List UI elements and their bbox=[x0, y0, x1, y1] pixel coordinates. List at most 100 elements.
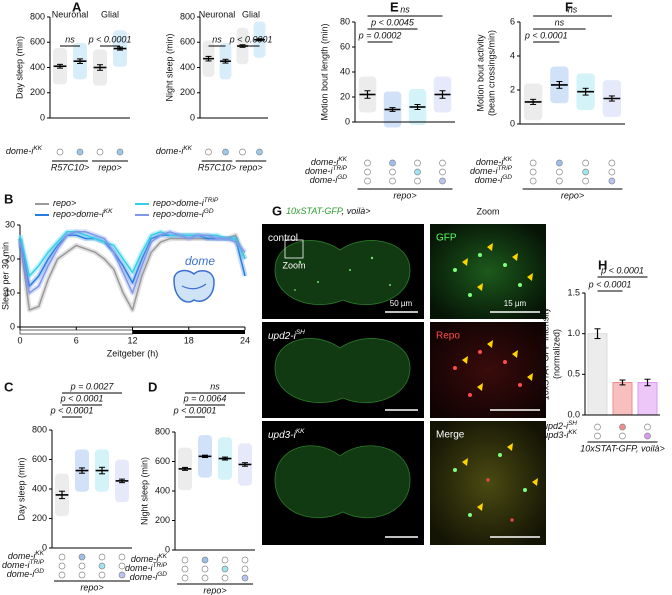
row-label: upd3-iKK bbox=[268, 428, 305, 440]
genotype-marker bbox=[98, 562, 106, 570]
genotype-marker bbox=[56, 148, 64, 156]
genotype-label-main: dome-i bbox=[8, 551, 37, 561]
genotype-label: dome-iTRiP bbox=[2, 559, 45, 570]
group-header: Glial bbox=[101, 9, 119, 19]
y-tick-label: 20 bbox=[5, 253, 15, 263]
genotype-marker bbox=[594, 432, 601, 440]
legend-label-main: repo> bbox=[53, 198, 76, 208]
bar bbox=[637, 381, 658, 416]
comparison-label: p < 0.0001 bbox=[588, 279, 632, 289]
genotype-label-sup: TRiP bbox=[30, 559, 45, 566]
genotype-label: dome-iKK bbox=[476, 156, 513, 167]
genotype-label: dome-iKK bbox=[131, 553, 168, 564]
genotype-marker bbox=[181, 565, 189, 573]
genotype-marker bbox=[201, 556, 209, 564]
y-tick-label: 0 bbox=[190, 112, 195, 122]
row-label: control bbox=[268, 233, 298, 244]
comparison-label: ns bbox=[210, 381, 220, 391]
panel-letter: G bbox=[272, 203, 282, 218]
genotype-marker bbox=[221, 556, 229, 564]
genotype-label-sup: KK bbox=[158, 553, 167, 560]
y-tick-label: 0 bbox=[165, 544, 170, 554]
genotype-marker bbox=[98, 553, 106, 561]
comparison-label: p = 0.0002 bbox=[358, 30, 402, 40]
group-label: repo> bbox=[239, 162, 262, 172]
channel-label: Repo bbox=[436, 331, 460, 342]
genotype-label-main: dome-i bbox=[125, 563, 154, 573]
genotype-marker bbox=[118, 571, 126, 579]
genotype-label-main: upd2-i bbox=[543, 421, 569, 431]
y-tick-label: 10 bbox=[5, 287, 15, 297]
genotype-marker bbox=[58, 553, 66, 561]
group-label: R57C10> bbox=[51, 162, 89, 172]
genotype-label-sup: GD bbox=[502, 174, 512, 181]
genotype-marker bbox=[414, 177, 421, 185]
genotype-label: upd3-iKK bbox=[543, 429, 577, 440]
genotype-label-sup: KK bbox=[338, 156, 347, 163]
legend-label-sup: KK bbox=[104, 208, 113, 215]
comparison-label: ns bbox=[568, 4, 578, 14]
legend-label-main: repo>dome-i bbox=[153, 209, 205, 219]
y-tick-label: 0 bbox=[510, 118, 515, 128]
legend-label: repo>dome-iTRiP bbox=[153, 197, 219, 208]
genotype-marker bbox=[582, 159, 589, 167]
genotype-label: dome-iGD bbox=[7, 568, 45, 579]
genotype-label: dome-iKK bbox=[156, 145, 193, 156]
genotype-marker bbox=[608, 159, 616, 167]
genotype-marker bbox=[201, 565, 209, 573]
genotype-label-main: dome-i bbox=[311, 157, 340, 167]
genotype-label: dome-iKK bbox=[311, 156, 348, 167]
y-tick-label: 600 bbox=[155, 456, 170, 466]
genotype-label-main: dome-i bbox=[310, 175, 339, 185]
panel-letter: C bbox=[4, 379, 14, 394]
genotype-marker bbox=[116, 148, 124, 156]
genotype-marker bbox=[241, 565, 249, 573]
panel-letter: F bbox=[565, 0, 573, 14]
comparison-label: p < 0.0045 bbox=[370, 17, 415, 27]
genotype-label-sup: KK bbox=[33, 145, 42, 152]
comparison-label: ns bbox=[212, 34, 222, 44]
line bbox=[19, 231, 246, 294]
y-tick-label: 0 bbox=[40, 112, 45, 122]
genotype-marker bbox=[78, 571, 86, 579]
genotype-label-main: dome-i bbox=[2, 560, 31, 570]
y-tick-label: 4 bbox=[510, 50, 515, 60]
genotype-marker bbox=[608, 177, 616, 185]
genotype-marker bbox=[439, 177, 446, 185]
panel-letter: E bbox=[390, 0, 399, 14]
bar bbox=[612, 381, 633, 416]
y-tick-label: 800 bbox=[32, 424, 47, 434]
annotation: dome bbox=[185, 254, 215, 268]
y-tick-label: 20 bbox=[340, 91, 350, 101]
genotype-marker bbox=[389, 168, 396, 176]
y-tick-label: 600 bbox=[30, 37, 45, 47]
legend-label-main: repo>dome-i bbox=[153, 198, 205, 208]
y-tick-label: 1.0 bbox=[567, 328, 580, 338]
y-tick-label: 200 bbox=[155, 515, 170, 525]
group-header: Glial bbox=[242, 9, 260, 19]
y-axis-label: 10xSTAT-GFP intensity bbox=[540, 307, 550, 400]
genotype-marker bbox=[58, 562, 66, 570]
comparison-label: p < 0.0001 bbox=[524, 30, 568, 40]
genotype-marker bbox=[556, 177, 563, 185]
genotype-marker bbox=[222, 148, 229, 156]
genotype-label: upd2-iSH bbox=[543, 420, 577, 431]
comparison-label: p < 0.0001 bbox=[60, 393, 104, 403]
genotype-marker bbox=[256, 148, 263, 156]
g-title: 10xSTAT-GFP, voilà> bbox=[286, 206, 370, 216]
genotype-marker bbox=[619, 423, 626, 431]
comparison-label: p = 0.0064 bbox=[183, 393, 227, 403]
line bbox=[19, 234, 246, 287]
channel-label: GFP bbox=[436, 233, 457, 244]
genotype-marker bbox=[529, 177, 537, 185]
legend-label: repo>dome-iGD bbox=[153, 208, 214, 219]
row-label-sup: SH bbox=[296, 329, 305, 336]
y-tick-label: 0 bbox=[10, 321, 15, 331]
light-phase bbox=[19, 329, 133, 335]
dark-phase bbox=[132, 330, 245, 334]
microscopy: G 10xSTAT-GFP, voilà> Zoom Zoom 50 µm 15… bbox=[262, 203, 546, 545]
y-tick-label: 400 bbox=[155, 485, 170, 495]
y-axis-label: Night sleep (min) bbox=[139, 457, 149, 525]
genotype-marker bbox=[414, 159, 421, 167]
